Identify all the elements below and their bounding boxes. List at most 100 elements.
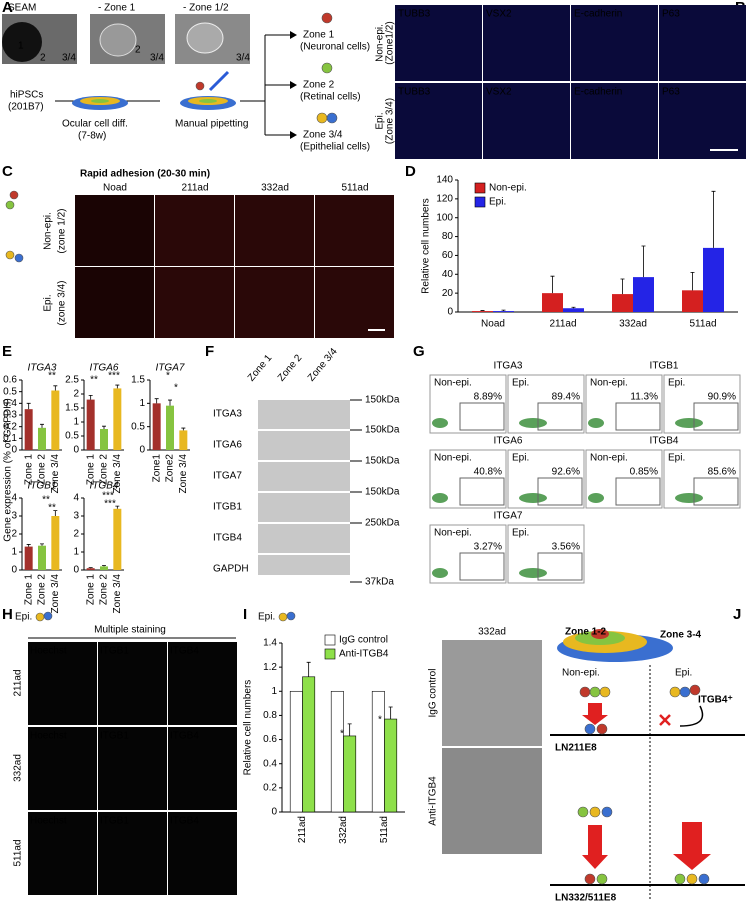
image — [155, 195, 234, 266]
significance: * — [166, 371, 170, 382]
blot — [258, 462, 350, 491]
axis-title: Relative cell numbers — [421, 198, 432, 294]
cell-icon — [286, 611, 296, 621]
panel-letter: J — [733, 606, 741, 623]
flow-cloud — [588, 493, 604, 503]
legend-label: IgG control — [339, 635, 388, 646]
marker: E-cadherin — [574, 87, 622, 98]
y-tick-label: 4 — [73, 493, 79, 504]
y-tick-label: 0 — [271, 807, 277, 818]
y-tick-label: 0.4 — [263, 758, 277, 769]
image — [155, 267, 234, 338]
source: hiPSCs — [10, 90, 43, 101]
cell-icon — [35, 612, 45, 622]
column-label: 511ad — [341, 183, 368, 194]
y-tick-label: 0.3 — [3, 410, 17, 421]
marker: VSX2 — [486, 9, 512, 20]
cell-icon — [579, 686, 591, 698]
image — [442, 640, 542, 746]
y-tick-label: 1.5 — [65, 403, 79, 414]
group: Epi. — [675, 668, 692, 679]
group: Non-epi. — [590, 378, 628, 389]
y-tick-label: 0.5 — [131, 421, 145, 432]
percent: 0.85% — [630, 467, 658, 478]
group: Epi. — [512, 378, 529, 389]
group: Non-epi. — [562, 668, 600, 679]
percent: 90.9% — [708, 392, 736, 403]
x-tick-label: Zone 1 — [85, 454, 96, 486]
error-bar — [26, 402, 31, 410]
bar — [493, 311, 514, 312]
cell-icon — [674, 873, 686, 885]
error-bar — [181, 427, 186, 431]
bar — [703, 247, 724, 312]
cell-icon — [316, 112, 328, 124]
legend-swatch — [474, 196, 486, 208]
image — [168, 812, 237, 895]
y-tick-label: 0 — [73, 445, 79, 456]
image — [28, 642, 97, 725]
bar — [384, 718, 398, 813]
substrate-label: LN332/511E8 — [555, 893, 617, 904]
significance: * — [174, 383, 178, 394]
row-label: 332ad — [13, 754, 24, 782]
y-tick-label: 0 — [11, 565, 17, 576]
bar — [24, 546, 33, 570]
x-tick-label: Zone 3/4 — [112, 574, 123, 614]
panel-title: Rapid adhesion (20-30 min) — [80, 169, 210, 180]
image — [75, 195, 154, 266]
image — [98, 812, 167, 895]
column-label: Noad — [103, 183, 127, 194]
percent: 3.56% — [552, 542, 580, 553]
y-tick-label: 2.5 — [65, 375, 79, 386]
panel-letter: H — [2, 606, 13, 623]
y-tick-label: 0.8 — [263, 710, 277, 721]
cell-icon — [686, 873, 698, 885]
lane-label: Zone 3/4 — [306, 346, 340, 384]
bar — [100, 566, 108, 570]
panel-letter: I — [243, 606, 247, 623]
chart-title: ITGA3 — [28, 363, 57, 374]
error-bar — [641, 245, 646, 278]
error-bar — [306, 661, 311, 677]
significance: * — [378, 715, 382, 726]
group: Non-epi. — [434, 453, 472, 464]
row-label: Epi. — [43, 294, 54, 311]
image — [395, 5, 482, 81]
image — [28, 812, 97, 895]
bar — [86, 399, 95, 450]
flow-cloud — [675, 493, 703, 503]
gate — [459, 402, 505, 431]
cell-icon — [584, 723, 596, 735]
bar — [51, 516, 60, 570]
y-tick-label: 0.2 — [3, 421, 17, 432]
image-title: - Zone 1 — [98, 3, 136, 14]
blot — [258, 555, 350, 575]
gate — [615, 402, 661, 431]
column-label: 211ad — [181, 183, 208, 194]
bar — [633, 277, 654, 312]
x-tick-label: 211ad — [297, 816, 308, 843]
x-tick-label: Zone1 — [151, 454, 162, 483]
column-label: Hoechst — [30, 731, 67, 742]
bar — [24, 409, 33, 450]
cell-icon — [321, 62, 333, 74]
y-tick-label: 1 — [73, 547, 79, 558]
bar — [38, 545, 46, 570]
legend-swatch — [324, 634, 336, 646]
error-bar — [690, 272, 695, 291]
error-bar — [571, 306, 576, 309]
percent: 11.3% — [630, 392, 658, 403]
bar — [152, 403, 161, 450]
panel-letter: F — [205, 343, 214, 360]
y-tick-label: 0.5 — [65, 431, 79, 442]
bar — [86, 568, 95, 570]
y-tick-label: 1 — [139, 398, 145, 409]
substrate-label: LN211E8 — [555, 743, 597, 754]
y-tick-label: 0 — [73, 565, 79, 576]
row-label: 511ad — [13, 839, 24, 866]
band-label: ITGA7 — [213, 471, 242, 482]
y-tick-label: 1.5 — [131, 375, 145, 386]
x-tick-label: Zone 2 — [99, 574, 110, 606]
